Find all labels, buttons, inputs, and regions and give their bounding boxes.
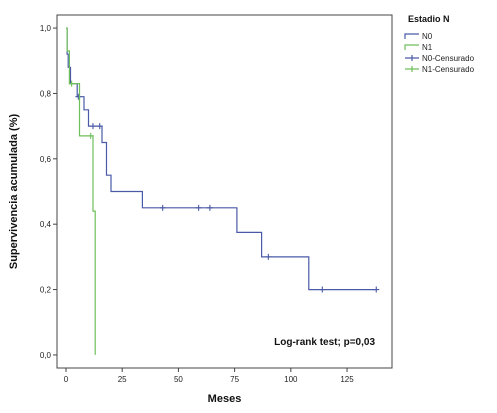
x-tick-label: 0 xyxy=(64,375,69,384)
legend-entry: N0-Censurado xyxy=(422,54,475,63)
y-tick-label: 0,0 xyxy=(40,351,52,360)
legend-swatch xyxy=(405,66,419,72)
censored-mark-n0 xyxy=(75,93,82,100)
y-tick-label: 0,2 xyxy=(40,286,52,295)
x-axis: 0 25 50 75 100 125 xyxy=(64,368,354,384)
series-line-n1 xyxy=(66,27,96,355)
legend-swatch xyxy=(405,55,419,61)
legend-title: Estadio N xyxy=(408,14,450,24)
y-tick-label: 0,4 xyxy=(40,220,52,229)
y-tick-label: 1,0 xyxy=(40,24,52,33)
legend-entry: N1-Censurado xyxy=(422,65,475,74)
censored-mark-n0 xyxy=(96,123,103,130)
censored-mark-n0 xyxy=(195,204,202,211)
censored-mark-n1 xyxy=(87,132,94,139)
x-tick-label: 25 xyxy=(118,375,127,384)
x-tick-label: 125 xyxy=(340,375,354,384)
censored-mark-n0 xyxy=(89,123,96,130)
censored-mark-n0 xyxy=(206,204,213,211)
censored-mark-n0 xyxy=(373,286,380,293)
censored-mark-n0 xyxy=(265,253,272,260)
x-axis-title: Meses xyxy=(208,393,242,405)
legend-entry: N1 xyxy=(422,43,433,52)
legend-swatch xyxy=(404,44,419,50)
y-axis: 0,0 0,2 0,4 0,6 0,8 1,0 xyxy=(40,24,57,360)
x-tick-label: 100 xyxy=(284,375,298,384)
y-tick-label: 0,8 xyxy=(40,89,52,98)
legend-swatch xyxy=(404,33,419,39)
y-tick-label: 0,6 xyxy=(40,155,52,164)
legend: Estadio N N0 N1 N0-Censurado N1-Censurado xyxy=(404,14,475,74)
curves xyxy=(66,27,380,355)
y-axis-title: Supervivencia acumulada (%) xyxy=(8,114,20,270)
legend-entry: N0 xyxy=(422,32,433,41)
censored-mark-n1 xyxy=(68,80,75,87)
x-tick-label: 75 xyxy=(230,375,239,384)
censored-mark-n0 xyxy=(319,286,326,293)
plot-frame xyxy=(56,14,393,369)
log-rank-annotation: Log-rank test; p=0,03 xyxy=(274,337,375,348)
x-tick-label: 50 xyxy=(174,375,183,384)
censored-mark-n0 xyxy=(159,204,166,211)
